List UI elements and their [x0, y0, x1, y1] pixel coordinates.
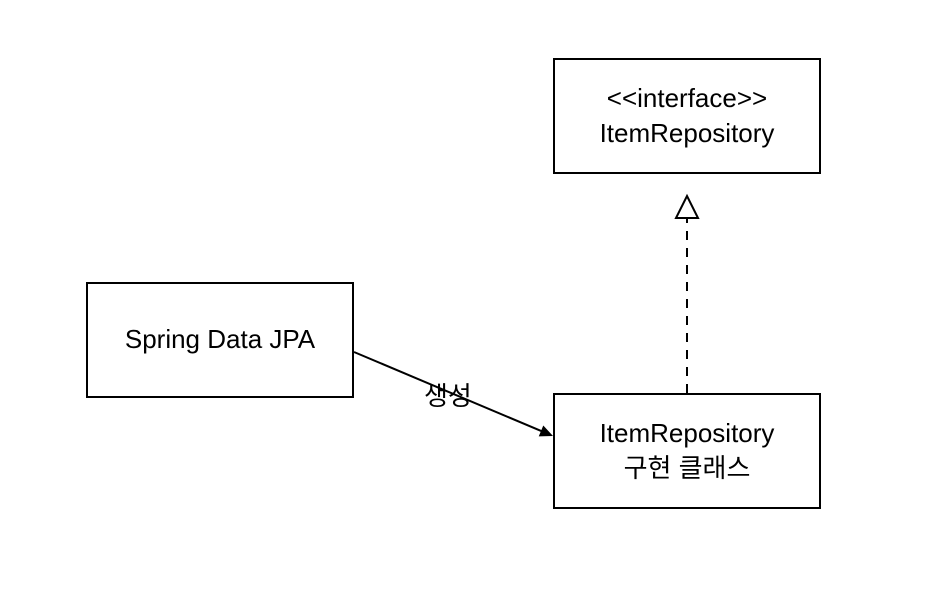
arrowhead-hollow — [676, 196, 698, 218]
node-impl-line-0: ItemRepository — [600, 416, 775, 451]
edge-label-spring-impl: 생성 — [424, 376, 472, 413]
node-interface: <<interface>>ItemRepository — [553, 58, 821, 174]
node-impl: ItemRepository구현 클래스 — [553, 393, 821, 509]
node-interface-line-0: <<interface>> — [607, 81, 767, 116]
arrowhead-filled — [539, 426, 553, 437]
node-spring-line-0: Spring Data JPA — [125, 322, 315, 357]
uml-diagram: <<interface>>ItemRepositorySpring Data J… — [0, 0, 946, 610]
node-interface-line-1: ItemRepository — [600, 116, 775, 151]
node-impl-line-1: 구현 클래스 — [624, 451, 751, 486]
node-spring: Spring Data JPA — [86, 282, 354, 398]
